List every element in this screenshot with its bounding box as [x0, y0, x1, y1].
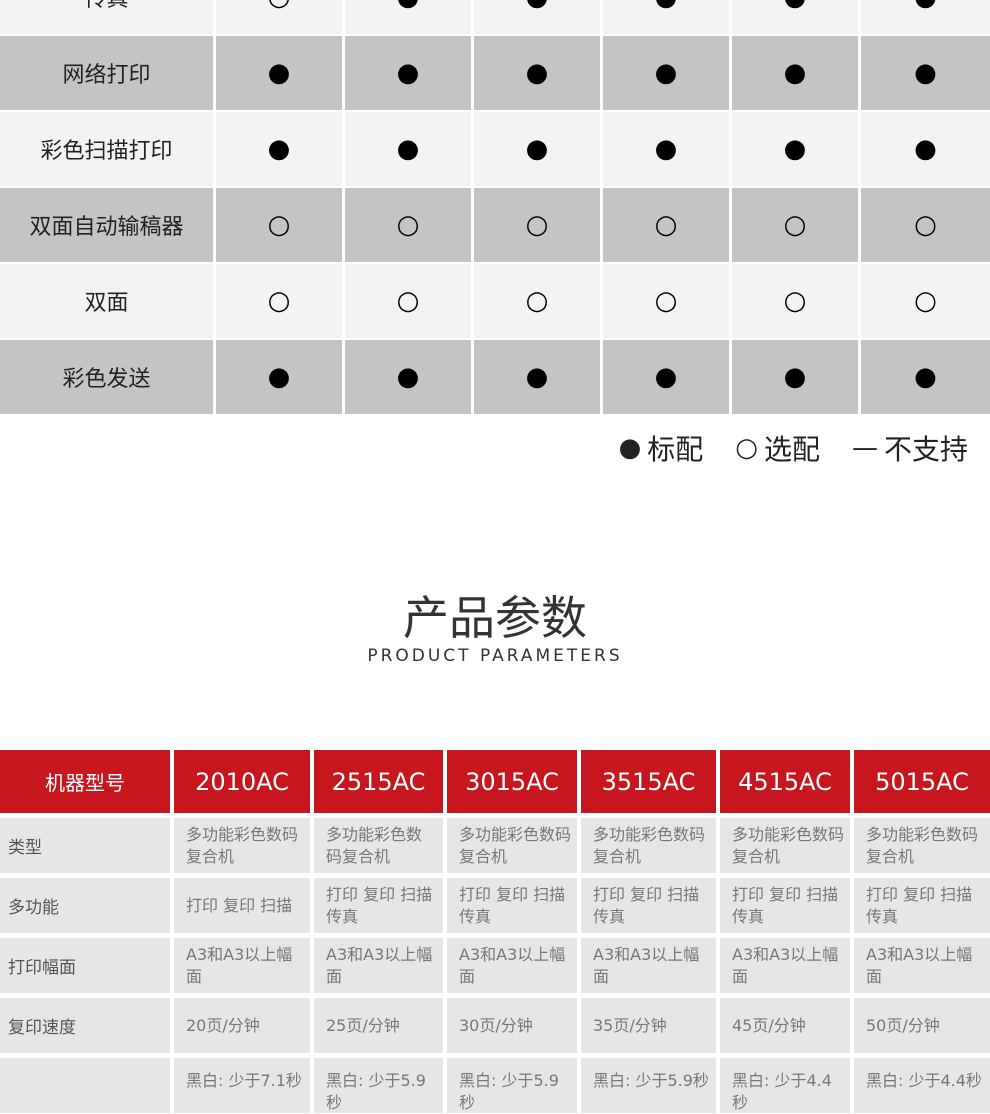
row-label: 双面 — [0, 264, 213, 338]
spec-cell: 多功能彩色数码复合机 — [854, 818, 990, 873]
feature-mark: ● — [603, 0, 729, 34]
feature-mark: ● — [603, 36, 729, 110]
spec-cell: 黑白: 少于5.9秒 — [314, 1058, 443, 1113]
feature-mark: ○ — [345, 188, 471, 262]
row-label: 传真 — [0, 0, 213, 34]
feature-mark: ○ — [603, 264, 729, 338]
row-label: 彩色发送 — [0, 340, 213, 414]
row-label: 类型 — [0, 818, 170, 873]
feature-mark: ○ — [216, 0, 342, 34]
row-label: 多功能 — [0, 878, 170, 933]
feature-mark: ● — [732, 112, 858, 186]
spec-cell: 打印 复印 扫描 传真 — [581, 878, 716, 933]
header-cell: 5015AC — [854, 750, 990, 813]
spec-cell: A3和A3以上幅面 — [854, 938, 990, 993]
feature-mark: ● — [474, 0, 600, 34]
spec-cell: 黑白: 少于5.9秒 — [581, 1058, 716, 1113]
feature-mark: ○ — [474, 264, 600, 338]
header-cell: 4515AC — [720, 750, 850, 813]
feature-mark: ● — [603, 340, 729, 414]
feature-mark: ● — [345, 0, 471, 34]
feature-mark: ● — [345, 340, 471, 414]
legend-label: 标配 — [647, 433, 704, 466]
spec-cell: 多功能彩色数码复合机 — [174, 818, 310, 873]
legend-item: ● 标配 — [619, 428, 704, 468]
feature-mark: ○ — [732, 264, 858, 338]
feature-mark: ○ — [861, 264, 990, 338]
section-subtitle: PRODUCT PARAMETERS — [367, 646, 623, 666]
header-cell: 2010AC — [174, 750, 310, 813]
feature-mark: ○ — [732, 188, 858, 262]
spec-cell: 多功能彩色数码复合机 — [314, 818, 443, 873]
spec-cell: 45页/分钟 — [720, 998, 850, 1053]
feature-mark: ● — [732, 36, 858, 110]
legend-symbol: ○ — [735, 433, 758, 463]
row-label: 复印速度 — [0, 998, 170, 1053]
feature-mark: ● — [216, 340, 342, 414]
spec-cell: 多功能彩色数码复合机 — [447, 818, 577, 873]
spec-cell: 35页/分钟 — [581, 998, 716, 1053]
feature-mark: ○ — [861, 188, 990, 262]
spec-cell: A3和A3以上幅面 — [581, 938, 716, 993]
spec-cell: 20页/分钟 — [174, 998, 310, 1053]
header-cell: 3015AC — [447, 750, 577, 813]
legend: ● 标配 ○ 选配 — 不支持 — [619, 428, 968, 468]
spec-cell: 黑白: 少于7.1秒 — [174, 1058, 310, 1113]
spec-cell: 多功能彩色数码复合机 — [720, 818, 850, 873]
feature-mark: ○ — [603, 188, 729, 262]
legend-item: — 不支持 — [852, 428, 968, 468]
row-label: 网络打印 — [0, 36, 213, 110]
spec-cell: A3和A3以上幅面 — [314, 938, 443, 993]
spec-cell: 打印 复印 扫描 传真 — [854, 878, 990, 933]
feature-mark: ● — [474, 36, 600, 110]
spec-cell: 打印 复印 扫描 传真 — [447, 878, 577, 933]
legend-label: 选配 — [763, 433, 820, 466]
spec-cell: A3和A3以上幅面 — [447, 938, 577, 993]
feature-mark: ● — [216, 112, 342, 186]
spec-cell: 打印 复印 扫描 传真 — [314, 878, 443, 933]
feature-mark: ● — [861, 0, 990, 34]
spec-cell: 黑白: 少于5.9秒 — [447, 1058, 577, 1113]
feature-mark: ● — [345, 36, 471, 110]
spec-cell: 50页/分钟 — [854, 998, 990, 1053]
feature-mark: ○ — [474, 188, 600, 262]
row-label: 双面自动输稿器 — [0, 188, 213, 262]
row-label: 彩色扫描打印 — [0, 112, 213, 186]
row-label: 打印幅面 — [0, 938, 170, 993]
feature-mark: ○ — [345, 264, 471, 338]
feature-mark: ● — [603, 112, 729, 186]
feature-mark: ○ — [216, 188, 342, 262]
feature-mark: ● — [732, 340, 858, 414]
feature-mark: ● — [732, 0, 858, 34]
feature-mark: ● — [216, 36, 342, 110]
row-label — [0, 1058, 170, 1113]
spec-cell: 黑白: 少于4.4秒 — [720, 1058, 850, 1113]
spec-cell: 黑白: 少于4.4秒 — [854, 1058, 990, 1113]
spec-cell: A3和A3以上幅面 — [720, 938, 850, 993]
header-cell: 2515AC — [314, 750, 443, 813]
section-title: 产品参数 — [403, 591, 587, 645]
header-cell: 机器型号 — [0, 750, 170, 813]
feature-mark: ● — [345, 112, 471, 186]
feature-mark: ● — [474, 112, 600, 186]
feature-mark: ● — [861, 112, 990, 186]
legend-item: ○ 选配 — [735, 428, 820, 468]
spec-cell: 25页/分钟 — [314, 998, 443, 1053]
feature-mark: ● — [861, 36, 990, 110]
legend-symbol: — — [851, 433, 878, 463]
spec-cell: 30页/分钟 — [447, 998, 577, 1053]
feature-mark: ● — [861, 340, 990, 414]
feature-mark: ○ — [216, 264, 342, 338]
spec-cell: A3和A3以上幅面 — [174, 938, 310, 993]
spec-cell: 多功能彩色数码复合机 — [581, 818, 716, 873]
header-cell: 3515AC — [581, 750, 716, 813]
spec-cell: 打印 复印 扫描 — [174, 878, 310, 933]
spec-cell: 打印 复印 扫描 传真 — [720, 878, 850, 933]
legend-symbol: ● — [618, 433, 642, 463]
feature-mark: ● — [474, 340, 600, 414]
legend-label: 不支持 — [883, 433, 968, 466]
